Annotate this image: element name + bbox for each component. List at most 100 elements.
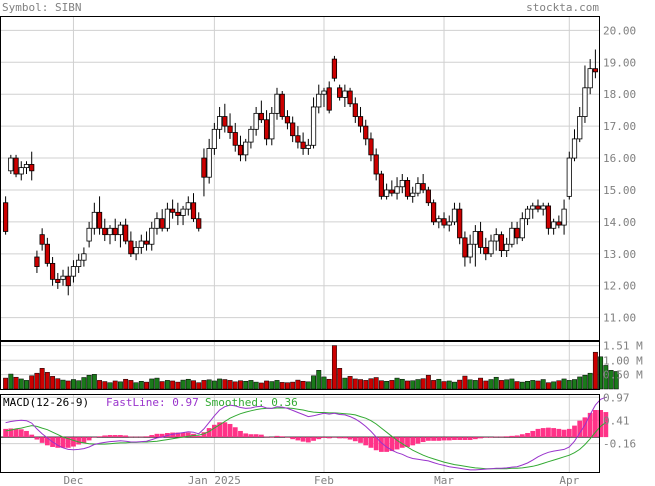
candle-body — [326, 87, 332, 111]
candle-body — [107, 227, 113, 236]
candle-body — [331, 58, 338, 79]
macd-histogram-bar — [483, 437, 489, 438]
macd-histogram-bar — [572, 425, 577, 438]
candle-body — [530, 205, 536, 210]
candle-body — [577, 116, 583, 140]
macd-histogram-bar — [363, 437, 369, 446]
macd-histogram-bar — [285, 437, 290, 438]
volume-bar — [519, 381, 525, 390]
macd-histogram-bar — [76, 437, 82, 445]
macd-histogram-bar — [60, 437, 66, 448]
macd-histogram-bar — [603, 412, 609, 438]
volume-bar — [65, 380, 71, 390]
macd-histogram-bar — [321, 437, 327, 438]
volume-bar — [133, 382, 139, 390]
candle-body — [462, 237, 468, 258]
volume-bar — [269, 381, 275, 390]
volume-bar — [467, 379, 473, 390]
volume-bar — [331, 345, 337, 390]
candle-body — [290, 122, 296, 137]
volume-bar — [112, 380, 118, 390]
candle-body — [509, 227, 515, 245]
volume-bar — [50, 376, 56, 390]
volume-bar — [29, 375, 35, 390]
volume-bar — [540, 379, 546, 390]
volume-bar — [472, 380, 478, 390]
candle-body — [18, 167, 24, 175]
price-axis: 20.00 19.00 18.00 17.00 16.00 15.00 14.00 13.00… — [603, 24, 636, 324]
price-tick-label: 13.00 — [603, 248, 636, 261]
volume-bar — [598, 356, 604, 390]
macd-histogram-bar — [18, 429, 24, 438]
volume-bar — [175, 381, 181, 390]
macd-histogram-bar — [368, 437, 374, 448]
candle-body — [29, 164, 35, 172]
volume-bar — [389, 380, 395, 390]
price-candles — [3, 49, 598, 296]
volume-grid — [0, 345, 599, 376]
volume-bar — [504, 379, 510, 390]
candle-body — [300, 141, 306, 149]
macd-histogram-bar — [358, 437, 363, 443]
volume-bar — [170, 380, 176, 390]
macd-histogram-bar — [154, 433, 160, 438]
macd-histogram-bar — [514, 435, 520, 438]
volume-bar — [551, 381, 557, 390]
volume-bars — [3, 345, 619, 390]
volume-bar — [211, 380, 217, 390]
date-tick-label: Dec — [64, 474, 84, 486]
volume-bar — [71, 379, 76, 390]
candle-body — [357, 116, 364, 127]
macd-histogram-bar — [311, 437, 316, 441]
volume-bar — [180, 379, 186, 390]
volume-bar — [452, 381, 457, 390]
macd-histogram-bar — [332, 437, 337, 438]
volume-bar — [603, 365, 609, 390]
volume-bar — [592, 351, 598, 390]
candle-body — [91, 211, 97, 229]
candle-body — [545, 205, 552, 229]
candle-body — [556, 221, 562, 226]
date-tick-label: Mar — [434, 474, 454, 486]
volume-bar — [425, 374, 431, 390]
price-tick-label: 19.00 — [603, 56, 636, 69]
volume-bar — [60, 379, 66, 390]
volume-bar — [44, 372, 50, 390]
date-tick-label: Jan 2025 — [188, 474, 241, 486]
candle-body — [514, 227, 520, 239]
candle-body — [551, 221, 557, 229]
candle-body — [420, 183, 426, 191]
macd-histogram-bar — [577, 420, 583, 438]
macd-histogram-bar — [264, 436, 269, 438]
candle-body — [430, 202, 437, 223]
volume-bar — [535, 380, 541, 390]
macd-histogram-bar — [425, 437, 431, 441]
macd-histogram-bar — [211, 424, 217, 438]
macd-histogram-bar — [519, 434, 525, 438]
candle-body — [524, 208, 531, 220]
macd-histogram-bar — [472, 437, 478, 440]
price-tick-label: 11.00 — [603, 312, 636, 325]
macd-histogram-bar — [316, 437, 322, 440]
volume-bar — [248, 380, 254, 390]
volume-bar — [206, 379, 212, 390]
volume-bar — [577, 376, 583, 390]
candle-body — [39, 234, 45, 245]
candle-body — [102, 227, 108, 236]
macd-histogram-bar — [488, 437, 494, 438]
macd-histogram-bar — [258, 434, 264, 438]
volume-bar — [76, 380, 82, 390]
macd-histogram-bar — [378, 437, 384, 452]
macd-histogram-bar — [462, 437, 468, 440]
candle-body — [128, 240, 134, 255]
volume-bar — [556, 380, 562, 390]
candle-body — [164, 208, 171, 229]
volume-bar — [420, 378, 426, 390]
macd-histogram-bar — [493, 436, 499, 438]
macd-histogram-bar — [144, 436, 149, 438]
candle-body — [222, 116, 228, 127]
volume-bar — [305, 381, 311, 390]
candle-body — [44, 243, 50, 264]
candle-body — [582, 87, 588, 117]
